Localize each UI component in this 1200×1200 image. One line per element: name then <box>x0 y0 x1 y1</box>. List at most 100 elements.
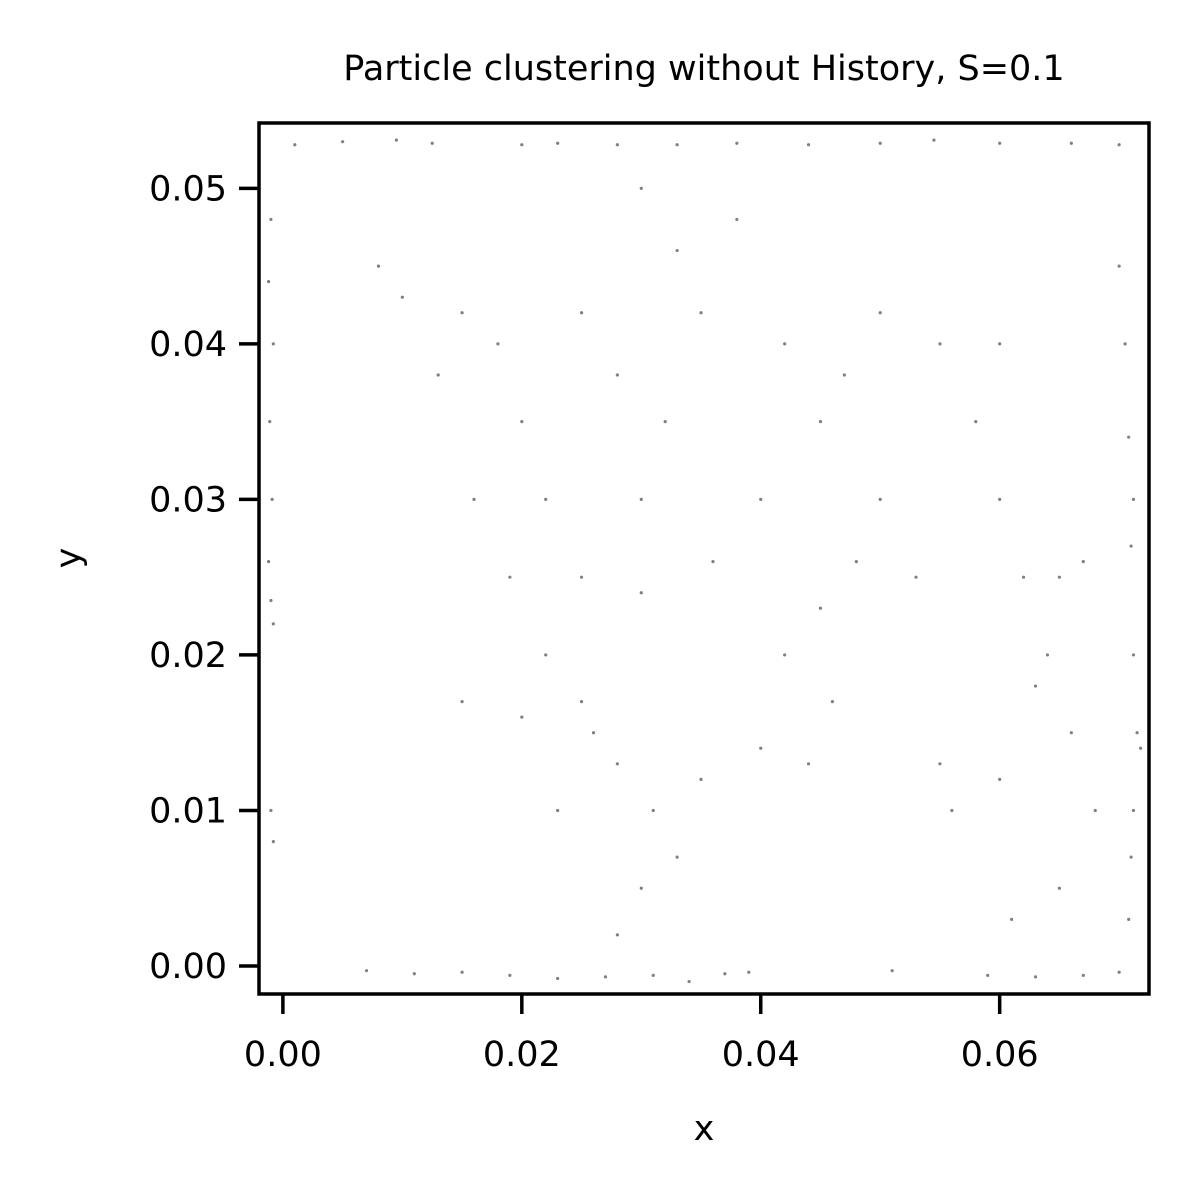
scatter-point <box>639 186 643 190</box>
scatter-point <box>1117 143 1121 147</box>
scatter-point <box>986 973 990 977</box>
scatter-point <box>460 311 464 315</box>
scatter-point <box>544 653 548 657</box>
plot-frame <box>257 121 1151 996</box>
chart-title: Particle clustering without History, S=0… <box>343 49 1064 89</box>
scatter-point <box>932 138 936 142</box>
scatter-point <box>394 138 398 142</box>
scatter-point <box>579 699 584 704</box>
scatter-point <box>1117 264 1121 268</box>
scatter-point <box>998 497 1002 501</box>
scatter-point <box>1129 855 1133 859</box>
scatter-point <box>818 420 823 424</box>
scatter-point <box>699 777 703 781</box>
scatter-point <box>675 855 679 859</box>
scatter-point <box>1010 917 1014 921</box>
scatter-point <box>1129 544 1133 548</box>
scatter-point <box>914 575 918 579</box>
scatter-point <box>270 497 274 501</box>
scatter-point <box>878 497 882 501</box>
y-tick-label: 0.05 <box>149 169 227 209</box>
scatter-point <box>271 839 275 844</box>
scatter-point <box>579 575 584 579</box>
scatter-point <box>747 970 751 974</box>
x-tick-label: 0.04 <box>722 1035 800 1075</box>
scatter-point <box>520 715 524 719</box>
scatter-point <box>364 969 369 973</box>
scatter-point <box>663 420 667 424</box>
scatter-point <box>759 497 763 501</box>
scatter-point <box>556 976 560 981</box>
scatter-point <box>1057 886 1062 890</box>
scatter-point <box>806 762 811 766</box>
scatter-point <box>1131 808 1136 813</box>
scatter-point <box>293 143 297 147</box>
scatter-point <box>1123 342 1127 346</box>
scatter-point <box>1045 653 1050 657</box>
scatter-point <box>1069 731 1073 735</box>
x-axis-ticks: 0.00 0.02 0.04 0.06 <box>244 994 1039 1075</box>
scatter-point <box>266 560 271 564</box>
y-tick-label: 0.03 <box>149 480 227 520</box>
y-tick-label: 0.01 <box>149 791 227 831</box>
y-axis-ticks: 0.00 0.01 0.02 0.03 0.04 0.05 <box>149 169 259 987</box>
scatter-point <box>854 560 858 564</box>
scatter-point <box>830 699 835 704</box>
scatter-point <box>508 973 512 977</box>
scatter-point <box>998 342 1002 346</box>
scatter-point <box>460 970 464 974</box>
scatter-point <box>783 653 787 657</box>
scatter-point <box>998 141 1002 145</box>
y-tick-label: 0.00 <box>149 947 227 987</box>
scatter-point <box>1033 684 1038 688</box>
scatter-point <box>556 808 560 813</box>
scatter-point <box>687 979 691 984</box>
scatter-point <box>615 373 619 377</box>
scatter-point <box>639 497 643 501</box>
scatter-point <box>266 280 271 284</box>
scatter-point <box>271 622 275 626</box>
scatter-point <box>603 975 608 979</box>
scatter-point <box>950 808 954 813</box>
scatter-point <box>615 143 619 147</box>
scatter-point <box>556 141 560 145</box>
scatter-point <box>1135 731 1139 735</box>
scatter-point <box>890 969 894 973</box>
scatter-point <box>783 342 787 346</box>
scatter-point <box>1033 975 1038 979</box>
scatter-point <box>711 560 715 564</box>
scatter-point <box>651 808 655 813</box>
scatter-point <box>496 342 500 346</box>
scatter-point <box>271 342 275 346</box>
scatter-point <box>400 295 404 299</box>
y-tick-label: 0.02 <box>149 636 227 676</box>
scatter-point <box>878 311 882 315</box>
scatter-points <box>266 138 1143 984</box>
scatter-point <box>436 373 440 377</box>
scatter-point <box>1127 917 1131 921</box>
scatter-point <box>472 497 476 501</box>
x-tick-label: 0.06 <box>961 1035 1039 1075</box>
x-tick-label: 0.02 <box>483 1035 561 1075</box>
scatter-point <box>938 342 942 346</box>
scatter-point <box>818 606 823 610</box>
scatter-point <box>376 264 381 268</box>
scatter-point <box>269 217 273 222</box>
scatter-point <box>520 420 524 424</box>
scatter-point <box>520 143 524 147</box>
scatter-point <box>639 886 643 890</box>
scatter-point <box>591 731 596 735</box>
scatter-point <box>639 591 643 595</box>
scatter-point <box>735 217 739 222</box>
scatter-point <box>341 140 345 144</box>
x-tick-label: 0.00 <box>244 1035 322 1075</box>
scatter-point <box>1069 141 1073 145</box>
scatter-point <box>1131 497 1136 501</box>
scatter-point <box>842 373 846 377</box>
scatter-point <box>675 143 679 147</box>
scatter-point <box>1139 746 1143 750</box>
scatter-point <box>1093 808 1097 813</box>
y-axis-label: y <box>49 548 89 569</box>
scatter-point <box>1117 970 1121 974</box>
